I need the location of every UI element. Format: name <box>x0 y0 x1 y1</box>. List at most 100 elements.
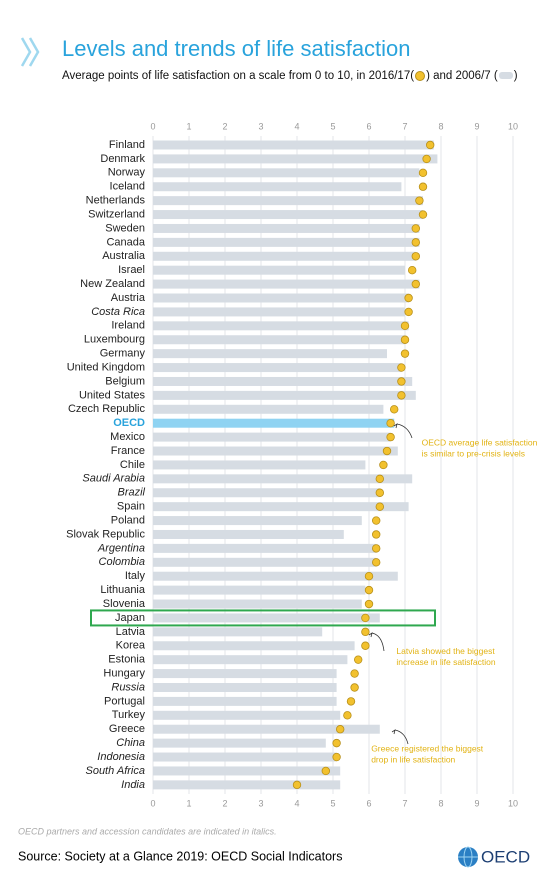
subtitle-text: Average points of life satisfaction on a… <box>62 70 366 82</box>
dot <box>426 140 435 150</box>
subtitle-text: ) and <box>426 70 453 82</box>
category-label: Japan <box>115 612 145 624</box>
annotation: drop in life satisfaction <box>371 754 455 764</box>
dot <box>397 363 406 372</box>
dot <box>361 627 370 637</box>
dot <box>292 780 302 790</box>
bar <box>153 543 377 553</box>
category-label: Israel <box>118 264 145 276</box>
bar <box>153 404 384 414</box>
dot <box>386 419 395 428</box>
bar <box>153 321 409 331</box>
bar <box>153 710 341 720</box>
bar <box>153 724 380 734</box>
category-label: Russia <box>111 681 145 693</box>
category-label: Costa Rica <box>91 306 145 318</box>
oecd-logo: OECD <box>458 846 530 868</box>
dot <box>411 279 420 289</box>
category-label: Sweden <box>105 222 145 234</box>
annotation: is similar to pre-crisis levels <box>422 448 525 458</box>
category-label: Luxembourg <box>84 334 145 346</box>
category-label: Brazil <box>117 487 145 499</box>
bar <box>153 738 326 748</box>
bar <box>153 766 341 776</box>
bar <box>153 223 420 233</box>
category-label: OECD <box>113 417 145 429</box>
category-label: Chile <box>120 459 145 471</box>
bar <box>153 251 416 261</box>
category-label: Italy <box>125 570 146 582</box>
category-label: Slovenia <box>103 598 146 610</box>
bar <box>153 682 337 692</box>
legend-label: 2016/17 <box>368 70 411 82</box>
dot <box>379 460 388 470</box>
dot <box>404 307 413 317</box>
subtitle-text: ) <box>513 70 518 82</box>
dot <box>418 168 428 178</box>
dot <box>350 669 359 678</box>
subtitle-text: ( <box>493 70 498 82</box>
category-label: Latvia <box>116 626 146 638</box>
bar <box>153 279 420 289</box>
category-label: Estonia <box>108 654 146 666</box>
legend-dot <box>415 70 426 81</box>
category-label: Colombia <box>99 556 145 568</box>
dot <box>375 502 384 511</box>
annotation: Greece registered the biggest <box>371 743 484 753</box>
dot <box>364 599 374 609</box>
bar <box>153 446 398 456</box>
category-label: Hungary <box>103 667 145 679</box>
dot <box>404 293 413 303</box>
dot <box>346 697 356 706</box>
category-label: Mexico <box>110 431 145 443</box>
bar <box>153 529 344 539</box>
bar <box>153 293 409 303</box>
x-tick-label: 3 <box>258 798 263 808</box>
category-label: Australia <box>102 250 146 262</box>
x-tick-label: 6 <box>366 121 371 131</box>
category-label: India <box>121 779 145 791</box>
bar <box>153 335 405 345</box>
bar <box>153 502 409 512</box>
bar <box>153 780 341 790</box>
dot <box>375 488 384 497</box>
legend-label: 2006/7 <box>455 70 491 82</box>
category-label: Netherlands <box>86 195 146 207</box>
source: Source: Society at a Glance 2019: OECD S… <box>18 849 342 863</box>
dot <box>364 572 374 581</box>
dot <box>332 738 341 748</box>
dot <box>397 391 406 400</box>
bar <box>153 557 377 567</box>
bar <box>153 460 366 470</box>
x-tick-label: 10 <box>508 798 518 808</box>
category-label: New Zealand <box>80 278 145 290</box>
x-tick-label: 7 <box>402 121 407 131</box>
bar <box>153 627 323 637</box>
annotation: Latvia showed the biggest <box>396 646 495 656</box>
category-label: Austria <box>111 292 146 304</box>
dot <box>397 377 406 386</box>
dot <box>361 641 370 650</box>
dot <box>390 405 399 414</box>
subtitle: Average points of life satisfaction on a… <box>62 70 518 82</box>
bar <box>153 474 413 484</box>
dot <box>382 446 392 456</box>
bar <box>153 752 337 762</box>
dot <box>321 766 330 776</box>
bar <box>153 585 366 595</box>
category-label: France <box>111 445 145 457</box>
category-label: Lithuania <box>100 584 146 596</box>
bar <box>153 599 362 609</box>
dot <box>400 335 410 344</box>
bar <box>153 376 413 386</box>
dot <box>372 516 381 525</box>
x-tick-label: 2 <box>222 798 227 808</box>
title: Levels and trends of life satisfaction <box>62 36 411 61</box>
category-label: Spain <box>117 501 145 513</box>
dot <box>418 182 428 191</box>
bar <box>153 265 405 275</box>
dot <box>415 196 424 205</box>
bar <box>153 168 420 178</box>
